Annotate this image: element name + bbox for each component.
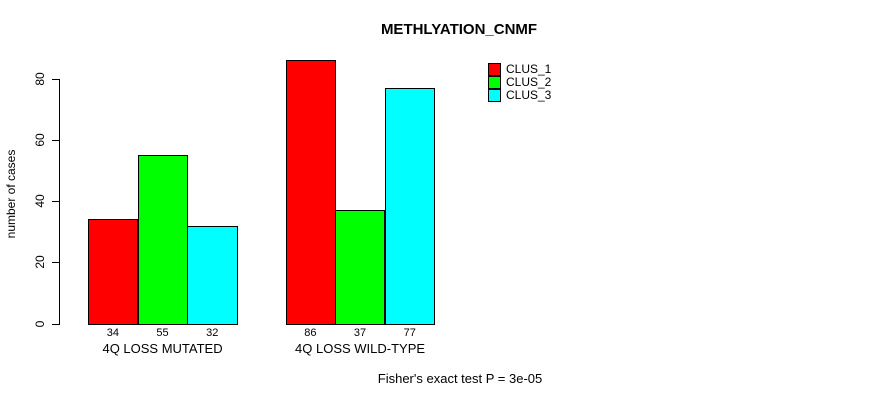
bar-value-label: 86 bbox=[304, 327, 317, 339]
bar-value-label: 32 bbox=[206, 327, 219, 339]
bar-clus_3-group2 bbox=[384, 87, 436, 325]
y-tick-label-20: 20 bbox=[33, 255, 47, 269]
bar-clus_2-group2 bbox=[335, 210, 386, 325]
legend-item-clus_1: CLUS_1 bbox=[488, 63, 551, 76]
bar-clus_1-group1 bbox=[88, 219, 139, 325]
y-tick-20 bbox=[51, 262, 59, 264]
legend-label: CLUS_3 bbox=[506, 88, 552, 102]
x-category-label: 4Q LOSS WILD-TYPE bbox=[295, 341, 426, 356]
y-tick-40 bbox=[51, 201, 59, 202]
legend-label: CLUS_1 bbox=[506, 62, 552, 76]
x-category-label: 4Q LOSS MUTATED bbox=[102, 341, 223, 356]
y-tick-label-80: 80 bbox=[33, 71, 47, 86]
bar-value-label: 34 bbox=[106, 327, 119, 339]
bar-value-label: 55 bbox=[156, 327, 169, 339]
y-tick-label-40: 40 bbox=[33, 194, 47, 208]
legend-label: CLUS_2 bbox=[506, 75, 552, 89]
y-tick-label-60: 60 bbox=[33, 133, 47, 147]
legend-swatch-clus_2 bbox=[488, 76, 501, 89]
bar-value-label: 37 bbox=[353, 327, 367, 339]
bar-clus_1-group2 bbox=[285, 60, 336, 325]
legend-swatch-clus_1 bbox=[488, 63, 501, 76]
bar-clus_3-group1 bbox=[187, 225, 238, 325]
y-tick-60 bbox=[51, 139, 59, 141]
chart-title: METHLYATION_CNMF bbox=[380, 21, 538, 38]
legend: CLUS_1 CLUS_2 CLUS_3 bbox=[488, 63, 551, 102]
annotation-fishers-test: Fisher's exact test P = 3e-05 bbox=[377, 371, 543, 386]
legend-swatch-clus_3 bbox=[488, 89, 501, 102]
y-axis-line bbox=[58, 78, 60, 325]
bar-clus_2-group1 bbox=[137, 155, 188, 325]
bar-value-label: 77 bbox=[403, 327, 416, 339]
legend-item-clus_2: CLUS_2 bbox=[488, 76, 551, 89]
y-axis-label: number of cases bbox=[4, 149, 18, 239]
y-tick-0 bbox=[51, 323, 59, 325]
y-tick-80 bbox=[51, 78, 59, 80]
legend-item-clus_3: CLUS_3 bbox=[488, 89, 551, 102]
y-tick-label-0: 0 bbox=[33, 320, 47, 327]
